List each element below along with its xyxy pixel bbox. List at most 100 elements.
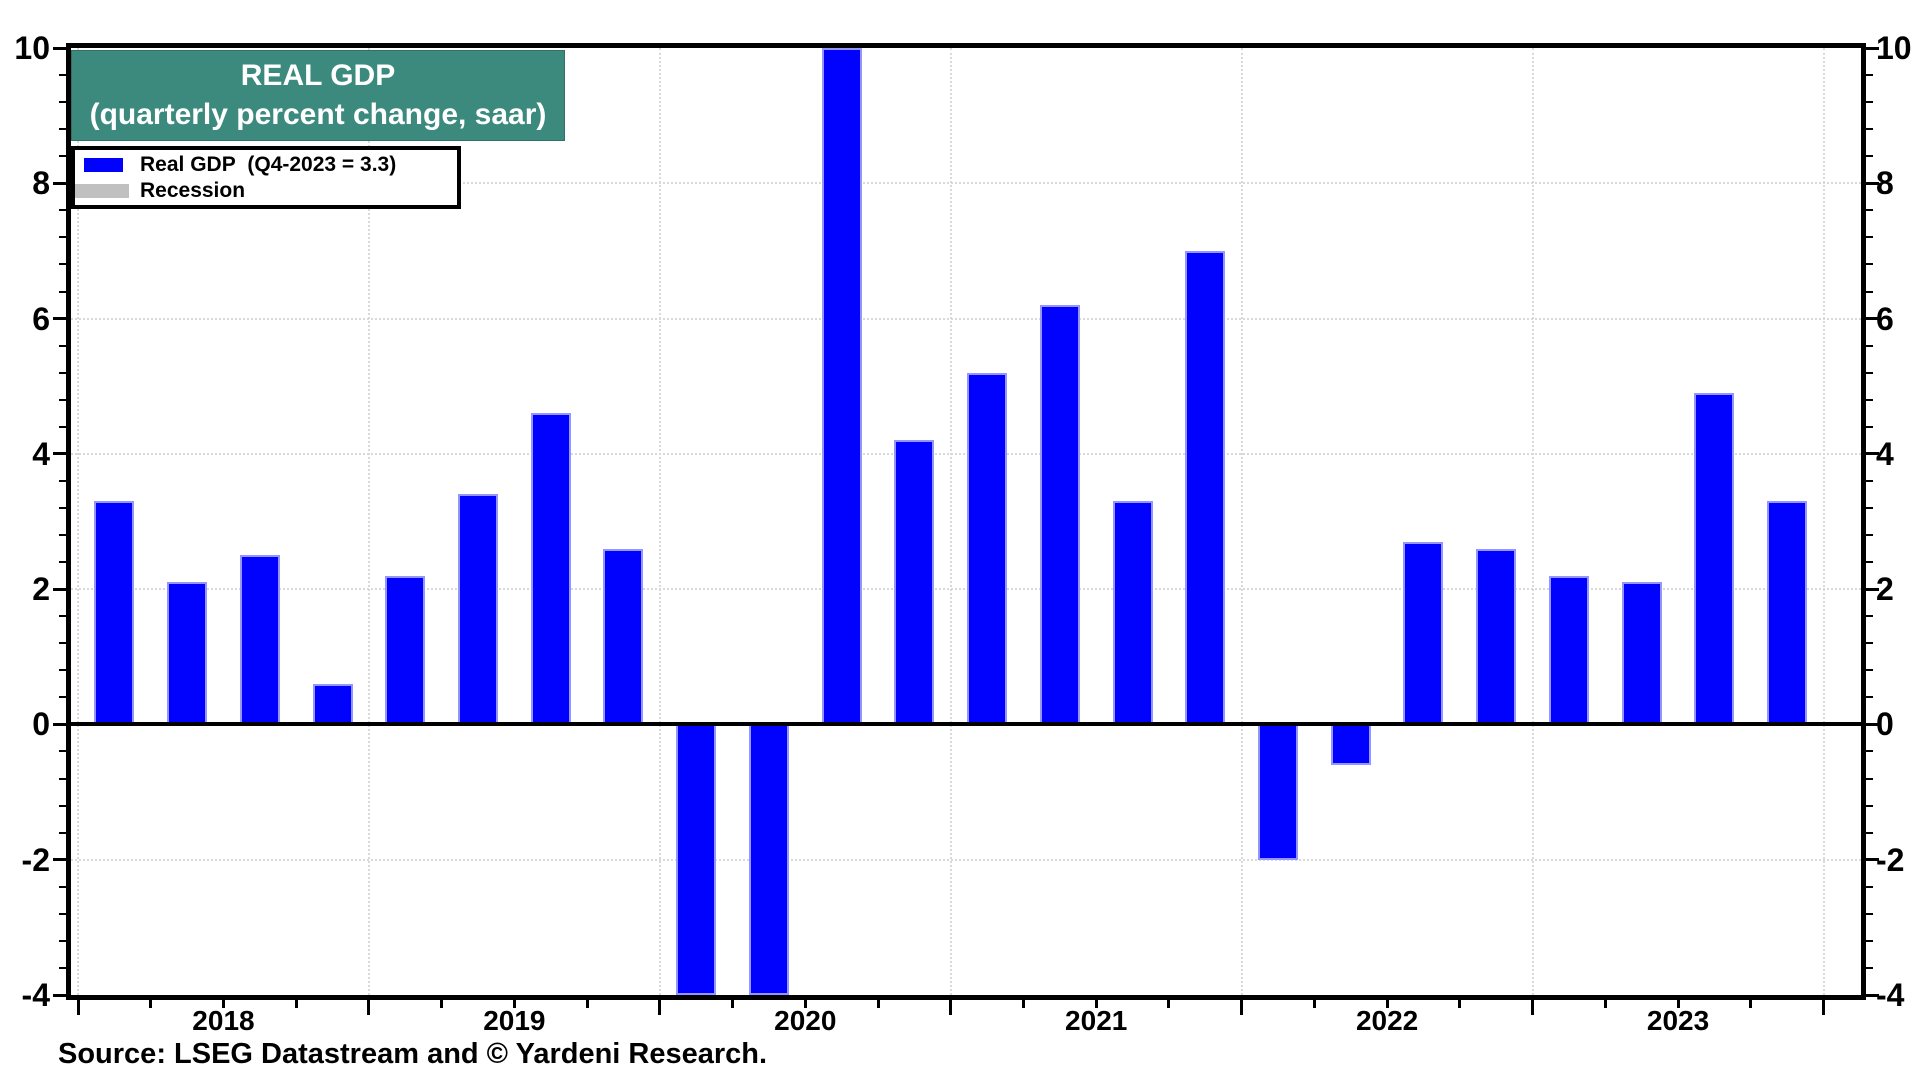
x-axis-quarter-tick [1749, 1000, 1753, 1008]
x-axis-year-tick [1531, 1000, 1535, 1015]
y-axis-tick-left [59, 804, 66, 807]
chart-subtitle: (quarterly percent change, saar) [89, 98, 547, 131]
x-axis-quarter-tick [876, 1000, 880, 1008]
bar-2020-Q3 [821, 48, 862, 725]
bar-2018-Q4 [312, 683, 353, 725]
x-axis-quarter-tick [440, 1000, 444, 1008]
x-axis-quarter-tick [585, 1000, 589, 1008]
bar-2021-Q4 [1185, 250, 1226, 725]
y-axis-label-left: 0 [32, 706, 50, 743]
y-axis-tick-left [59, 534, 66, 537]
bar-2020-Q1 [676, 724, 717, 995]
x-axis-quarter-tick [294, 1000, 298, 1008]
zero-line [71, 722, 1861, 727]
bar-2018-Q2 [167, 582, 208, 725]
y-axis-tick-right [1866, 128, 1873, 131]
y-axis-tick-left [53, 46, 66, 50]
gridline-year-boundary-4 [1240, 48, 1243, 995]
y-axis-label-right: 4 [1876, 435, 1894, 472]
legend-swatch-recession [75, 184, 129, 198]
x-axis-year-label-2023: 2023 [1646, 1005, 1710, 1036]
y-axis-tick-left [59, 425, 66, 428]
gridline-y-4 [71, 452, 1861, 455]
x-axis-quarter-tick [1603, 1000, 1607, 1008]
y-axis-tick-left [59, 128, 66, 131]
x-axis-year-label-2020: 2020 [774, 1005, 837, 1036]
y-axis-tick-right [1866, 939, 1873, 942]
y-axis-label-left: 4 [32, 435, 50, 472]
bar-2021-Q2 [1039, 305, 1080, 725]
y-axis-tick-right [1866, 804, 1873, 807]
chart-title: REAL GDP [240, 59, 396, 92]
bar-2020-Q4 [894, 440, 935, 725]
y-axis-tick-left [59, 74, 66, 77]
bar-2018-Q1 [94, 501, 135, 725]
x-axis-quarter-tick [512, 1000, 516, 1008]
x-axis-quarter-tick [803, 1000, 807, 1008]
legend-label-recession: Recession [140, 179, 246, 202]
bar-2023-Q2 [1621, 582, 1662, 725]
y-axis-tick-right [1866, 209, 1873, 212]
y-axis-tick-left [53, 722, 66, 726]
y-axis-tick-left [53, 858, 66, 862]
y-axis-tick-left [59, 669, 66, 672]
y-axis-tick-right [1866, 777, 1873, 780]
x-axis-quarter-tick [1458, 1000, 1462, 1008]
bar-2022-Q1 [1258, 724, 1299, 860]
y-axis-tick-right [1866, 317, 1879, 321]
bar-2023-Q1 [1548, 575, 1589, 725]
y-axis-tick-left [59, 101, 66, 104]
y-axis-label-right: -4 [1876, 977, 1905, 1013]
y-axis-tick-left [53, 587, 66, 591]
x-axis-quarter-tick [221, 1000, 225, 1008]
y-axis-tick-right [1866, 642, 1873, 645]
bar-2021-Q1 [967, 372, 1008, 725]
y-axis-tick-left [59, 155, 66, 158]
y-axis-label-right: -2 [1876, 841, 1905, 878]
y-axis-tick-left [59, 290, 66, 293]
y-axis-tick-left [59, 939, 66, 942]
y-axis-tick-right [1866, 885, 1873, 888]
bar-2019-Q3 [530, 413, 571, 725]
y-axis-tick-left [59, 479, 66, 482]
y-axis-tick-left [59, 912, 66, 915]
plot-area [71, 48, 1861, 995]
x-axis-year-tick [367, 1000, 371, 1015]
y-axis-tick-right [1866, 74, 1873, 77]
y-axis-tick-right [1866, 561, 1873, 564]
x-axis-quarter-tick [1676, 1000, 1680, 1008]
y-axis-tick-right [1866, 452, 1879, 456]
y-axis-tick-right [1866, 506, 1873, 509]
y-axis-tick-right [1866, 263, 1873, 266]
y-axis-tick-right [1866, 155, 1873, 158]
y-axis-tick-left [59, 561, 66, 564]
y-axis-tick-right [1866, 425, 1873, 428]
x-axis-year-tick [949, 1000, 953, 1015]
y-axis-label-left: 2 [32, 571, 50, 608]
bar-2022-Q4 [1476, 548, 1517, 725]
x-axis-year-tick [1822, 1000, 1825, 1015]
bar-2021-Q3 [1112, 501, 1153, 725]
y-axis-label-right: 8 [1876, 165, 1894, 202]
y-axis-label-right: 2 [1876, 571, 1894, 608]
gridline-year-boundary-3 [949, 48, 952, 995]
y-axis-tick-left [59, 966, 66, 969]
y-axis-tick-left [59, 263, 66, 266]
y-axis-tick-right [1866, 236, 1873, 239]
bar-2023-Q4 [1767, 501, 1808, 725]
y-axis-tick-left [53, 181, 66, 185]
bar-2022-Q3 [1403, 541, 1444, 725]
y-axis-tick-left [59, 642, 66, 645]
y-axis-tick-left [59, 371, 66, 374]
x-axis-quarter-tick [1094, 1000, 1098, 1008]
x-axis-quarter-tick [1167, 1000, 1171, 1008]
bar-2019-Q1 [385, 575, 426, 725]
y-axis-tick-right [1866, 750, 1873, 753]
bar-2019-Q2 [458, 494, 498, 725]
x-axis-year-tick [658, 1000, 662, 1015]
bar-2023-Q3 [1694, 392, 1735, 725]
y-axis-tick-right [1866, 181, 1879, 185]
gridline-y-2 [71, 588, 1861, 591]
legend-label-real-gdp: Real GDP (Q4-2023 = 3.3) [140, 153, 397, 176]
